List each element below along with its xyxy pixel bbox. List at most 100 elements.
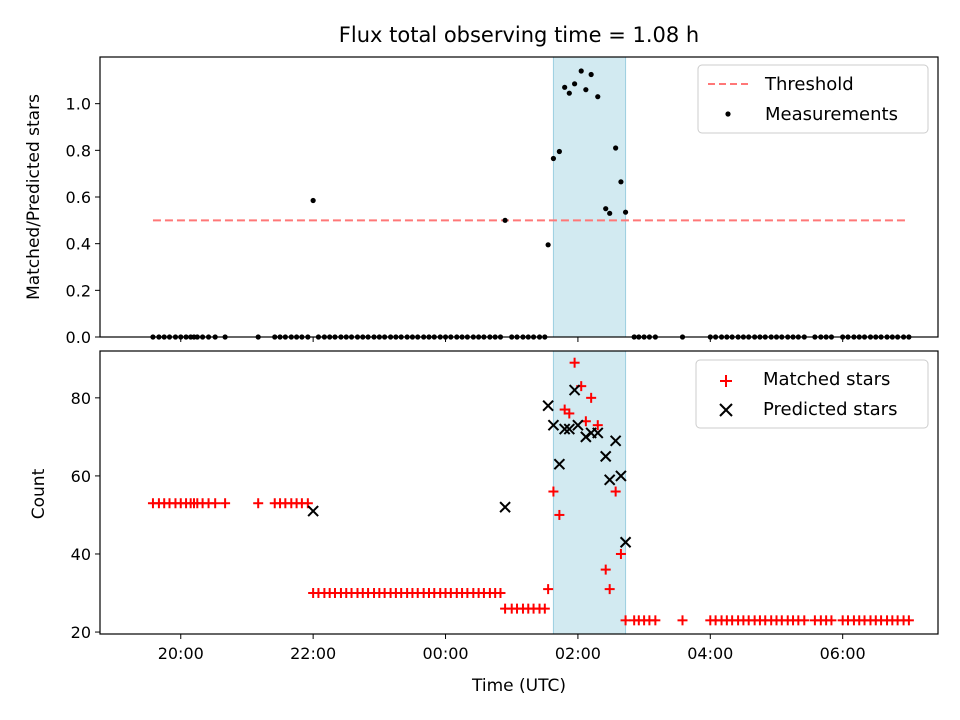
- panel-bottom-y-axis: 20 40 60 80: [71, 389, 100, 642]
- measurement-point: [613, 145, 619, 151]
- predicted-star-point: [572, 419, 584, 431]
- predicted-star-point: [558, 423, 571, 435]
- panel-bottom-x-axis: 20:00 22:00 00:00 02:00 04:00 06:00: [158, 634, 866, 663]
- matched-star-point: [604, 584, 615, 595]
- legend-measurements-swatch: [725, 111, 731, 117]
- matched-star-point: [543, 584, 554, 595]
- matched-star-point: [615, 548, 626, 559]
- matched-star-point: [210, 498, 221, 509]
- measurement-point: [578, 68, 584, 74]
- measurement-point: [550, 155, 557, 162]
- predicted-star-point: [499, 501, 511, 513]
- predicted-star-stroke: [603, 474, 616, 486]
- y-tick-label: 0.6: [66, 188, 91, 207]
- legend-measurements-label: Measurements: [765, 104, 898, 125]
- predicted-star-stroke: [600, 450, 612, 463]
- matched-star-point: [548, 486, 559, 497]
- legend-matched-label: Matched stars: [763, 369, 890, 390]
- panel-bottom-frame: [99, 350, 939, 635]
- y-tick-label: 0.8: [66, 141, 91, 160]
- y-tick-label: 60: [71, 467, 91, 486]
- matched-star-point: [650, 615, 661, 626]
- measurement-point: [562, 84, 568, 90]
- measurement-point: [595, 94, 601, 100]
- matched-star-point: [495, 588, 506, 599]
- predicted-star-stroke: [568, 384, 581, 396]
- matched-star-point: [677, 615, 688, 626]
- panel-bottom-legend: Matched stars Predicted stars: [695, 359, 929, 429]
- matched-star-point: [799, 615, 810, 626]
- measurement-point: [502, 217, 508, 223]
- matched-star-point: [586, 392, 597, 403]
- panel-top-y-axis: 0.0 0.2 0.4 0.6 0.8 1.0: [66, 95, 100, 347]
- matched-star-point: [539, 603, 550, 614]
- matched-star-point: [569, 357, 580, 368]
- y-tick-label: 80: [71, 389, 91, 408]
- panel-top-y-axis-title: Matched/Predicted stars: [24, 94, 44, 300]
- matched-star-point: [620, 615, 631, 626]
- predicted-star-stroke: [572, 419, 584, 431]
- predicted-star-point: [615, 470, 627, 482]
- y-tick-label: 0.4: [66, 235, 91, 254]
- measurement-point: [603, 206, 609, 212]
- legend-box: [697, 64, 929, 134]
- predicted-star-point: [553, 458, 566, 470]
- x-tick-label: 04:00: [687, 644, 733, 663]
- predicted-star-stroke: [609, 435, 622, 447]
- matched-star-point: [610, 486, 621, 497]
- x-tick-label: 02:00: [555, 644, 601, 663]
- x-tick-label: 00:00: [422, 644, 468, 663]
- predicted-star-point: [568, 384, 581, 396]
- legend-matched-swatch: [720, 375, 732, 387]
- predicted-star-point: [619, 536, 632, 548]
- predicted-star-stroke: [542, 399, 554, 412]
- predicted-star-point: [609, 435, 622, 447]
- matched-star-point: [253, 498, 264, 509]
- predicted-star-point: [603, 474, 616, 486]
- measurement-point: [310, 197, 316, 204]
- predicted-star-stroke: [592, 427, 604, 439]
- predicted-star-point: [542, 399, 554, 412]
- measurement-point: [622, 209, 629, 215]
- predicted-star-point: [600, 450, 612, 463]
- measurement-point: [588, 71, 594, 78]
- matched-star-point: [826, 615, 837, 626]
- predicted-star-stroke: [547, 419, 560, 431]
- predicted-star-point: [307, 505, 319, 517]
- panel-bottom-y-axis-title: Count: [29, 468, 49, 519]
- matched-star-point: [592, 420, 603, 431]
- legend-predicted-swatch: [719, 403, 733, 417]
- panel-top: 0.0 0.2 0.4 0.6 0.8 1.0 Matched/Predicted sta…: [24, 56, 939, 347]
- legend-threshold-label: Threshold: [764, 74, 854, 95]
- panel-top-legend: Threshold Measurements: [697, 64, 929, 134]
- predicted-star-stroke: [558, 423, 571, 435]
- predicted-star-stroke: [553, 458, 566, 470]
- predicted-star-point: [563, 423, 576, 435]
- predicted-star-stroke: [307, 505, 319, 517]
- matched-star-point: [564, 408, 575, 419]
- predicted-star-point: [547, 419, 560, 431]
- measurement-point: [618, 179, 624, 185]
- predicted-star-stroke: [615, 470, 627, 482]
- y-tick-label: 0.2: [66, 281, 91, 300]
- panel-top-highlight: [552, 56, 627, 338]
- y-tick-label: 20: [71, 623, 91, 642]
- x-tick-label: 06:00: [820, 644, 866, 663]
- chart-title: Flux total observing time = 1.08 h: [339, 23, 699, 47]
- x-axis-title: Time (UTC): [471, 676, 566, 696]
- predicted-star-stroke: [499, 501, 511, 513]
- predicted-star-point: [592, 427, 604, 439]
- matched-star-point: [554, 509, 565, 520]
- measurement-point: [572, 81, 578, 87]
- x-tick-label: 22:00: [290, 644, 336, 663]
- y-tick-label: 1.0: [66, 95, 91, 114]
- panel-top-x-ticks: [180, 337, 844, 342]
- predicted-star-stroke: [563, 423, 576, 435]
- legend-predicted-label: Predicted stars: [763, 399, 897, 420]
- legend-box: [695, 359, 929, 429]
- matched-star-point: [903, 615, 914, 626]
- y-tick-label: 40: [71, 545, 91, 564]
- x-tick-label: 20:00: [158, 644, 204, 663]
